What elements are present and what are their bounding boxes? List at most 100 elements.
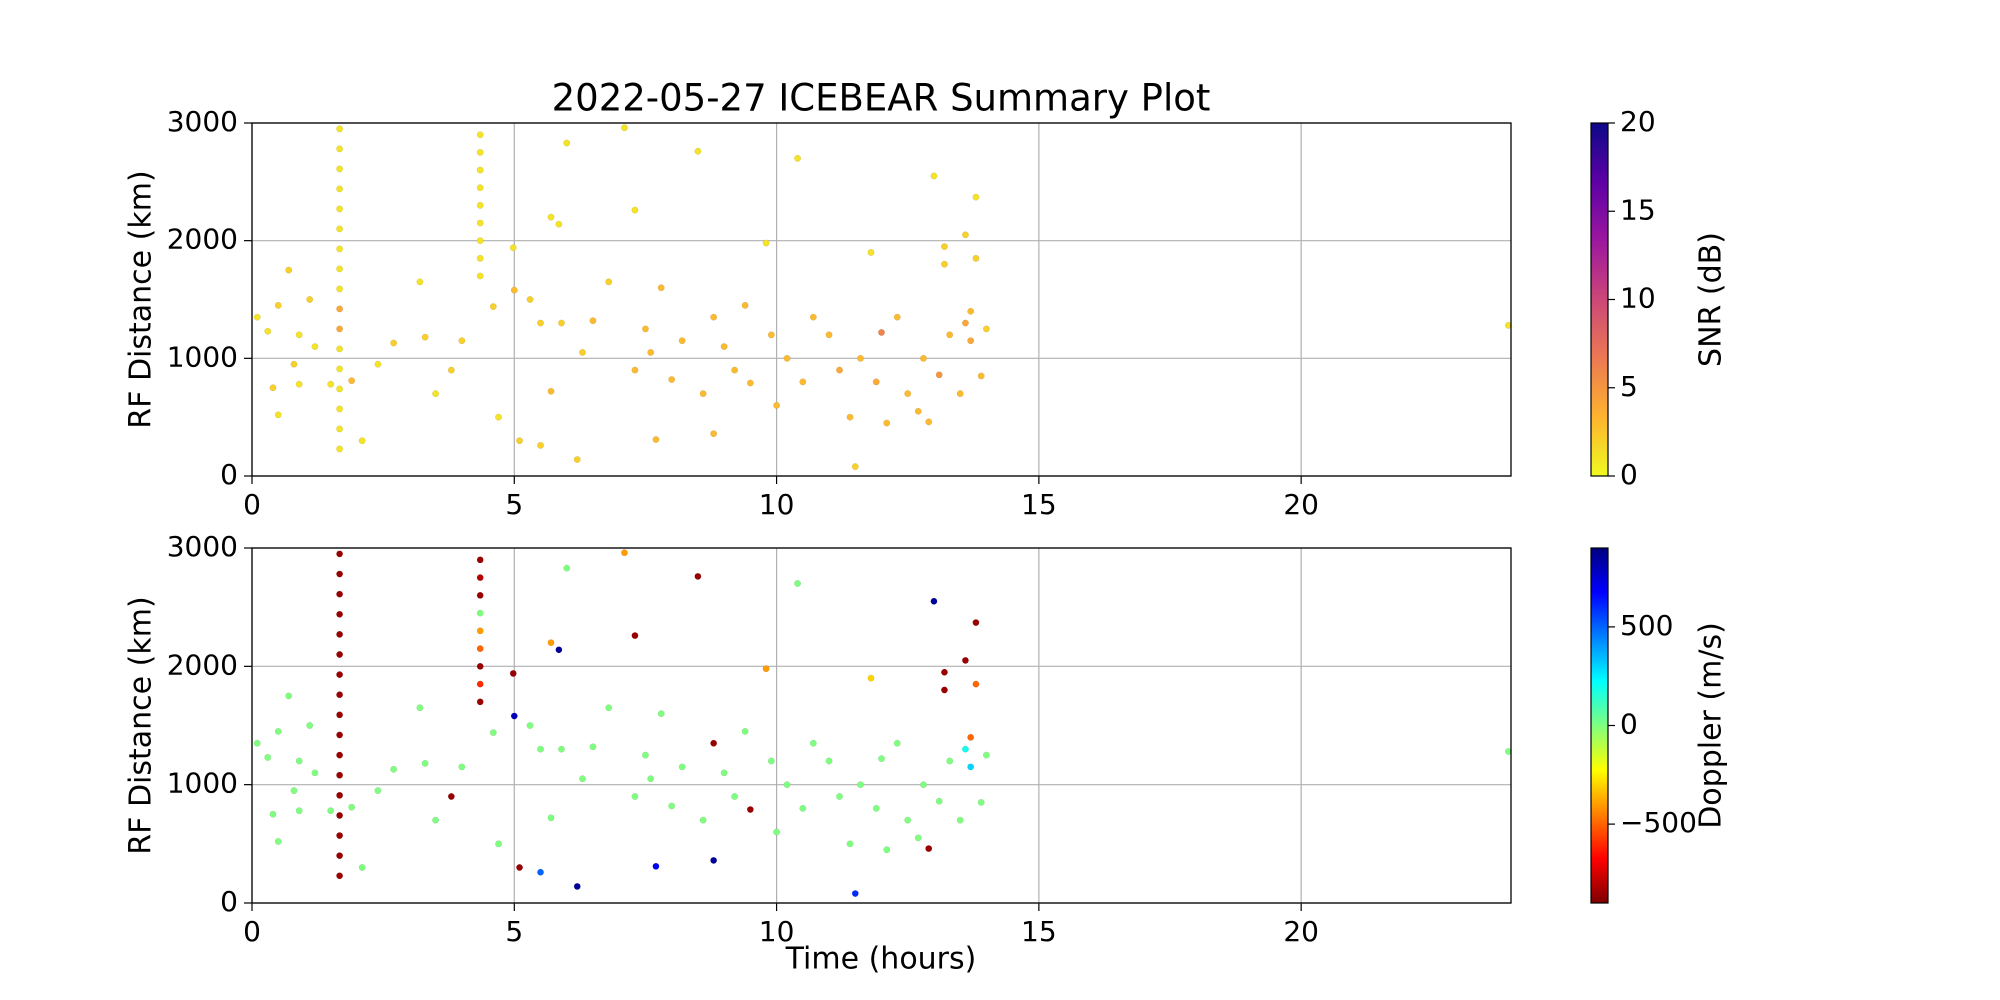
point xyxy=(904,390,912,398)
point xyxy=(563,564,571,572)
point xyxy=(799,804,807,812)
point xyxy=(605,704,613,712)
point xyxy=(710,430,718,438)
axes-frame xyxy=(251,547,1512,904)
point xyxy=(720,343,728,351)
point xyxy=(579,775,586,783)
point xyxy=(641,751,649,759)
y-axis-label: RF Distance (km) xyxy=(124,170,159,428)
y-tick-label: 2000 xyxy=(167,223,238,256)
point xyxy=(920,354,927,362)
point xyxy=(358,864,366,871)
point xyxy=(476,645,484,653)
colorbar-label: SNR (dB) xyxy=(1694,232,1729,367)
x-tick-label: 10 xyxy=(759,915,795,948)
y-axis-label: RF Distance (km) xyxy=(124,596,159,854)
point xyxy=(867,674,875,682)
point xyxy=(809,313,817,321)
point xyxy=(264,754,272,761)
point xyxy=(967,307,975,315)
point xyxy=(647,349,655,356)
point xyxy=(972,193,980,201)
point xyxy=(476,698,484,706)
point xyxy=(336,445,344,453)
point xyxy=(563,139,571,147)
point xyxy=(537,745,544,753)
chart-title: 2022-05-27 ICEBEAR Summary Plot xyxy=(552,77,1211,120)
colorbar-label: Doppler (m/s) xyxy=(1694,622,1729,829)
point xyxy=(825,331,833,339)
point xyxy=(336,791,344,799)
point xyxy=(432,816,440,824)
point xyxy=(977,798,985,806)
point xyxy=(476,237,484,245)
point xyxy=(935,797,943,805)
point xyxy=(904,816,912,824)
point xyxy=(311,343,319,351)
point xyxy=(516,864,523,871)
point xyxy=(836,366,843,374)
point xyxy=(458,337,466,345)
point xyxy=(547,387,555,395)
point xyxy=(961,656,969,664)
point xyxy=(537,868,544,876)
point xyxy=(605,278,613,286)
point xyxy=(720,769,728,777)
point xyxy=(476,254,484,262)
point xyxy=(982,751,990,759)
point xyxy=(961,745,969,753)
x-tick-label: 15 xyxy=(1021,915,1057,948)
point xyxy=(731,793,739,800)
point xyxy=(336,832,344,839)
point xyxy=(925,418,933,426)
point xyxy=(495,413,503,421)
point xyxy=(558,319,565,327)
colorbar-tick-label: 5 xyxy=(1620,370,1638,403)
point xyxy=(961,231,969,239)
point xyxy=(336,145,344,153)
point xyxy=(694,572,702,580)
point xyxy=(547,814,555,822)
point xyxy=(741,727,749,735)
point xyxy=(447,366,455,374)
y-tick-label: 0 xyxy=(220,885,238,918)
y-tick-label: 1000 xyxy=(167,767,238,800)
point xyxy=(547,639,555,647)
point xyxy=(741,301,749,309)
point xyxy=(336,365,344,373)
point xyxy=(390,339,398,347)
colorbar xyxy=(1590,547,1609,904)
point xyxy=(710,313,718,321)
point xyxy=(421,759,429,767)
point xyxy=(631,366,639,374)
point xyxy=(941,668,948,676)
point xyxy=(416,704,424,712)
point xyxy=(336,305,344,313)
point xyxy=(336,245,344,253)
point xyxy=(336,610,344,618)
point xyxy=(836,793,843,800)
point xyxy=(336,872,344,880)
point xyxy=(631,632,639,640)
x-tick-label: 20 xyxy=(1283,488,1319,521)
point xyxy=(306,722,314,729)
point xyxy=(846,840,854,848)
point xyxy=(941,686,948,694)
point xyxy=(476,609,484,617)
point xyxy=(977,372,985,380)
point xyxy=(555,220,563,228)
point xyxy=(295,757,303,765)
point xyxy=(893,313,901,321)
point xyxy=(509,244,517,252)
point xyxy=(641,325,649,333)
point xyxy=(374,787,382,795)
point xyxy=(348,803,356,811)
point xyxy=(336,651,344,658)
point xyxy=(547,213,555,221)
point xyxy=(489,303,497,311)
point xyxy=(773,401,781,409)
point xyxy=(668,802,676,810)
point xyxy=(510,286,518,294)
point xyxy=(476,201,484,209)
point xyxy=(336,325,344,333)
